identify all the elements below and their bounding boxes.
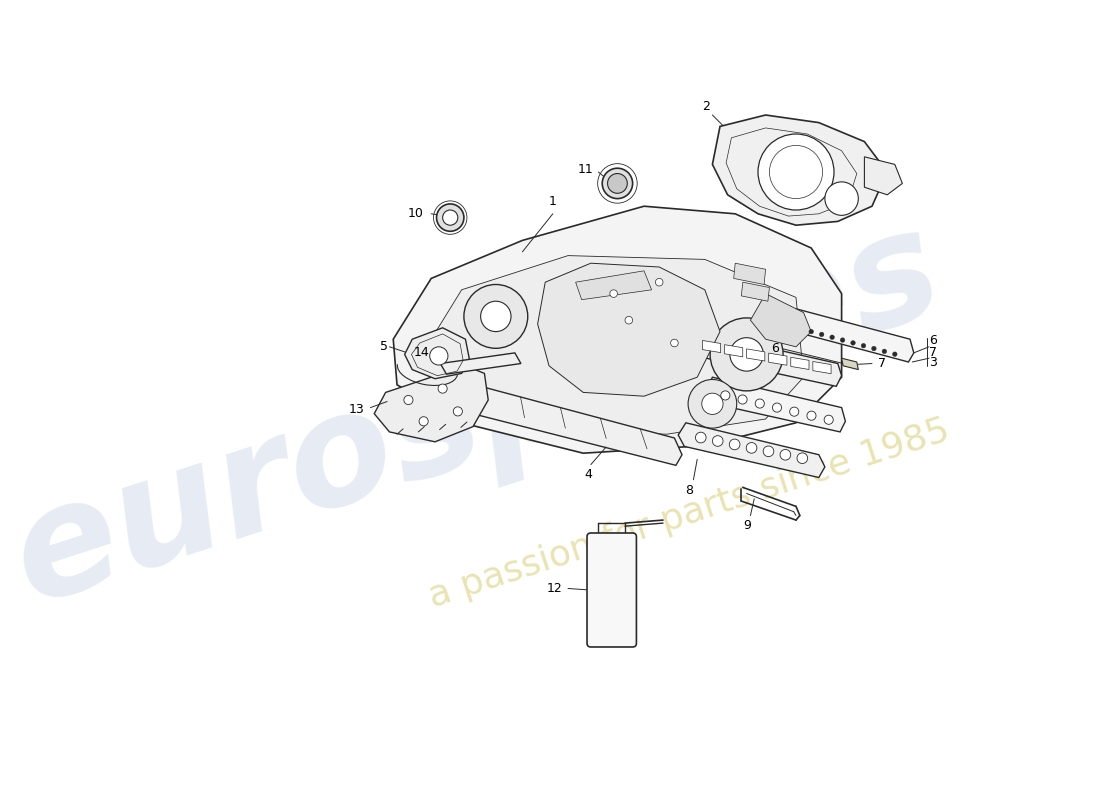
Circle shape	[607, 174, 627, 194]
Polygon shape	[865, 157, 902, 195]
Circle shape	[671, 339, 679, 347]
Polygon shape	[692, 332, 842, 386]
Circle shape	[824, 415, 834, 424]
Polygon shape	[769, 353, 786, 366]
Text: 1: 1	[549, 195, 557, 209]
Polygon shape	[575, 271, 651, 300]
Polygon shape	[438, 378, 682, 466]
Polygon shape	[791, 309, 914, 362]
Circle shape	[656, 278, 663, 286]
Circle shape	[430, 347, 448, 365]
Text: 7: 7	[930, 346, 937, 358]
Polygon shape	[374, 366, 488, 442]
Polygon shape	[750, 294, 811, 347]
Text: 5: 5	[381, 340, 388, 354]
Circle shape	[419, 417, 428, 426]
Polygon shape	[405, 328, 470, 378]
Circle shape	[829, 335, 835, 339]
Circle shape	[481, 302, 512, 332]
Circle shape	[711, 318, 783, 391]
Polygon shape	[713, 115, 888, 226]
Circle shape	[892, 352, 898, 357]
Circle shape	[438, 384, 448, 393]
Circle shape	[763, 446, 773, 457]
Circle shape	[729, 439, 740, 450]
Text: 9: 9	[744, 519, 751, 532]
Circle shape	[882, 349, 887, 354]
Circle shape	[807, 411, 816, 420]
Circle shape	[798, 453, 807, 463]
FancyBboxPatch shape	[587, 533, 637, 647]
Polygon shape	[791, 358, 808, 370]
Polygon shape	[431, 256, 804, 434]
Text: 2: 2	[703, 100, 711, 113]
Text: 6: 6	[930, 334, 937, 347]
Polygon shape	[741, 282, 769, 302]
Text: 12: 12	[547, 582, 563, 595]
Circle shape	[437, 204, 464, 231]
Circle shape	[850, 341, 856, 345]
Circle shape	[702, 393, 723, 414]
Circle shape	[756, 399, 764, 408]
Circle shape	[758, 134, 834, 210]
Polygon shape	[747, 349, 764, 361]
Text: 8: 8	[685, 483, 694, 497]
Circle shape	[602, 168, 632, 198]
Circle shape	[738, 395, 747, 404]
Circle shape	[713, 436, 723, 446]
Polygon shape	[725, 345, 742, 357]
Polygon shape	[393, 206, 842, 453]
Text: 6: 6	[771, 342, 779, 355]
Circle shape	[689, 379, 737, 428]
Circle shape	[871, 346, 877, 351]
Text: a passion for parts since 1985: a passion for parts since 1985	[425, 414, 955, 614]
Polygon shape	[703, 341, 720, 353]
Circle shape	[453, 407, 462, 416]
Circle shape	[861, 343, 866, 348]
Polygon shape	[679, 422, 825, 478]
Text: 3: 3	[930, 355, 937, 369]
Text: 14: 14	[414, 346, 430, 359]
Circle shape	[609, 290, 617, 298]
Polygon shape	[538, 263, 720, 396]
Polygon shape	[842, 358, 858, 370]
Circle shape	[790, 407, 799, 416]
Text: 10: 10	[408, 207, 424, 220]
Circle shape	[772, 403, 782, 412]
Circle shape	[808, 330, 814, 334]
Text: eurospares: eurospares	[0, 195, 959, 635]
Text: 7: 7	[878, 357, 887, 370]
Polygon shape	[440, 353, 521, 374]
Circle shape	[820, 332, 824, 337]
Circle shape	[746, 442, 757, 453]
Circle shape	[404, 395, 412, 405]
Circle shape	[720, 391, 730, 400]
Polygon shape	[734, 263, 766, 285]
Circle shape	[730, 338, 763, 371]
Text: 13: 13	[349, 402, 364, 416]
Text: 4: 4	[584, 468, 593, 482]
Polygon shape	[813, 362, 832, 374]
Circle shape	[840, 338, 845, 342]
Circle shape	[625, 317, 632, 324]
Circle shape	[825, 182, 858, 215]
Circle shape	[464, 285, 528, 348]
Circle shape	[695, 432, 706, 443]
Polygon shape	[707, 378, 846, 432]
Circle shape	[780, 450, 791, 460]
Circle shape	[442, 210, 458, 226]
Text: 11: 11	[579, 163, 594, 176]
